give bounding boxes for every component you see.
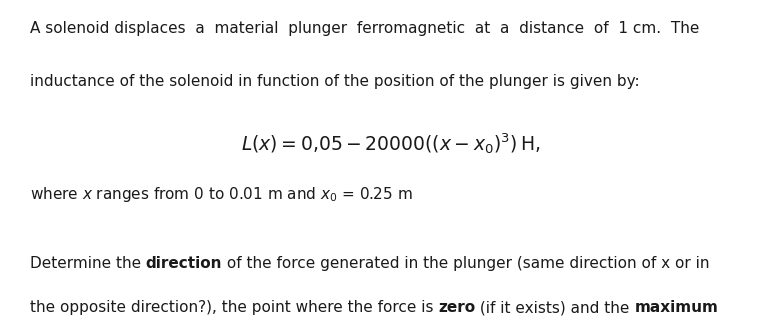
- Text: inductance of the solenoid in function of the position of the plunger is given b: inductance of the solenoid in function o…: [30, 74, 640, 89]
- Text: $L(x) = 0{,}05 - 20000((x - x_0)^3)\,\mathrm{H,}$: $L(x) = 0{,}05 - 20000((x - x_0)^3)\,\ma…: [242, 131, 540, 156]
- Text: direction: direction: [145, 256, 222, 271]
- Text: maximum: maximum: [634, 300, 719, 315]
- Text: of the force generated in the plunger (same direction of x or in: of the force generated in the plunger (s…: [222, 256, 710, 271]
- Text: A solenoid displaces  a  material  plunger  ferromagnetic  at  a  distance  of  : A solenoid displaces a material plunger …: [30, 21, 699, 36]
- Text: Determine the: Determine the: [30, 256, 145, 271]
- Text: (if it exists) and the: (if it exists) and the: [475, 300, 634, 315]
- Text: the opposite direction?), the point where the force is: the opposite direction?), the point wher…: [30, 300, 438, 315]
- Text: where $x$ ranges from 0 to 0.01 m and $x_0$ = 0.25 m: where $x$ ranges from 0 to 0.01 m and $x…: [30, 185, 412, 204]
- Text: zero: zero: [438, 300, 475, 315]
